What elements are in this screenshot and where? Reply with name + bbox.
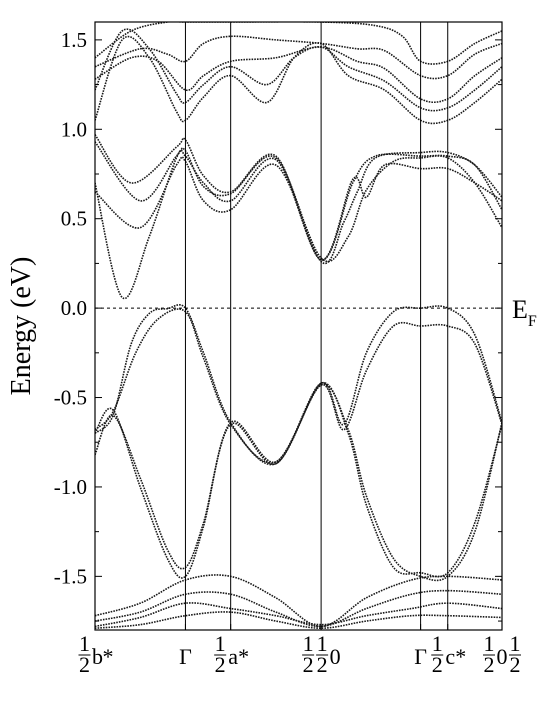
x-tick-text: *: [103, 644, 114, 669]
x-tick-label-2: Γ: [179, 644, 192, 669]
band-line-5: [95, 35, 502, 125]
fraction-denominator: 2: [432, 652, 443, 677]
fraction-denominator: 2: [215, 652, 226, 677]
x-tick-label-1: 12 b *: [78, 631, 114, 677]
y-tick-label: 1.5: [61, 28, 87, 52]
fraction-denominator: 2: [317, 652, 328, 677]
band-lines: [95, 22, 502, 630]
fermi-level-label-sub: F: [528, 313, 537, 330]
y-axis: -1.5 -1.0 -0.5 0.0 0.5 1.0 1.5: [54, 28, 502, 622]
y-tick-label: -0.5: [54, 386, 87, 410]
fraction-numerator: 1: [510, 631, 521, 656]
band-line-11: [95, 383, 502, 582]
fraction-denominator: 2: [510, 652, 521, 677]
y-tick-label: 0.5: [61, 207, 87, 231]
band-line-7: [95, 46, 502, 104]
fraction-numerator: 1: [432, 631, 443, 656]
band-line-8: [95, 35, 502, 80]
band-line-12: [95, 304, 502, 466]
x-tick-text: 0: [330, 644, 341, 669]
band-line-6: [95, 28, 502, 112]
fraction-numerator: 1: [317, 631, 328, 656]
x-tick-label-7: 12 012: [483, 631, 521, 677]
fraction-denominator: 2: [484, 652, 495, 677]
x-tick-text: *: [455, 644, 466, 669]
fraction-numerator: 1: [303, 631, 314, 656]
high-symmetry-lines: [184, 22, 449, 630]
plot-frame: [94, 21, 503, 631]
x-tick-text: c: [445, 644, 455, 669]
band-line-13: [95, 308, 502, 464]
band-line-3: [95, 134, 502, 261]
y-tick-label: 1.0: [61, 117, 87, 141]
x-tick-label-5: Γ: [414, 644, 427, 669]
y-tick-label: -1.5: [54, 564, 87, 588]
y-tick-label: -1.0: [54, 475, 87, 499]
fermi-level-label: EF: [512, 295, 537, 330]
fraction-denominator: 2: [303, 652, 314, 677]
band-line-10: [95, 382, 502, 578]
band-line-4: [95, 155, 502, 263]
band-line-2: [95, 141, 502, 265]
x-tick-text: Γ: [179, 644, 192, 669]
y-tick-label: 0.0: [61, 296, 87, 320]
band-line-14: [95, 574, 502, 628]
fraction-denominator: 2: [79, 652, 90, 677]
x-tick-label-6: 12 c *: [431, 631, 466, 677]
x-tick-text: a: [228, 644, 238, 669]
x-tick-text: *: [238, 644, 249, 669]
x-tick-text: Γ: [414, 644, 427, 669]
y-axis-label: Energy (eV): [6, 257, 37, 396]
band-line-1: [95, 149, 502, 300]
fraction-numerator: 1: [484, 631, 495, 656]
fraction-numerator: 1: [215, 631, 226, 656]
x-tick-text: b: [92, 644, 103, 669]
x-tick-label-3: 12 a *: [214, 631, 249, 677]
x-tick-text: 0: [497, 644, 508, 669]
fermi-level-label-main: E: [512, 295, 528, 324]
band-line-17: [95, 611, 502, 630]
fraction-numerator: 1: [79, 631, 90, 656]
band-line-16: [95, 602, 502, 628]
